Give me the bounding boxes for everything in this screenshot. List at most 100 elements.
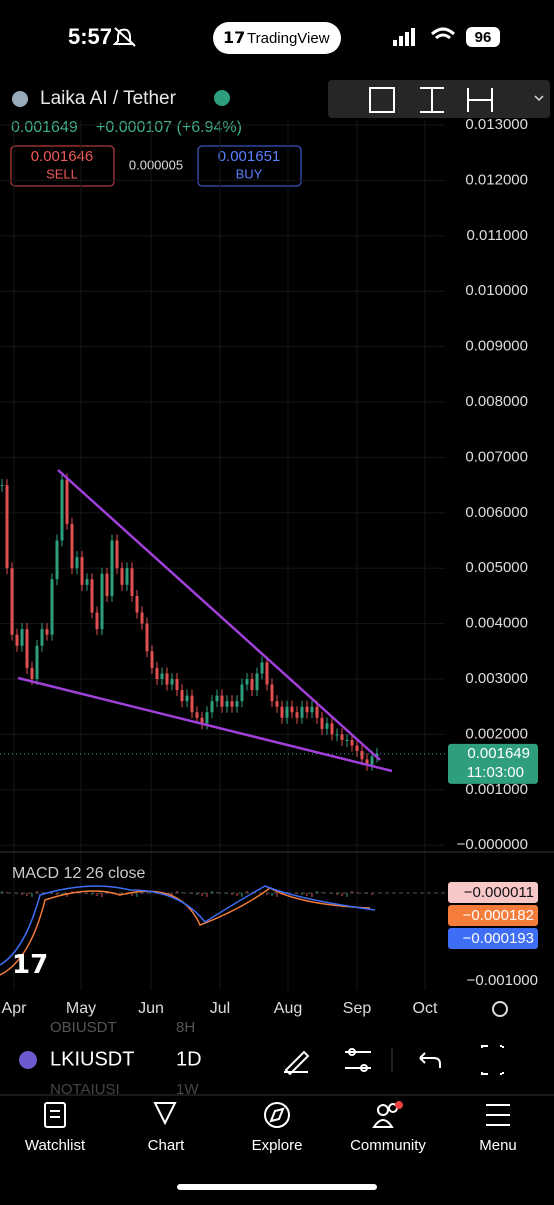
candle: [10, 568, 14, 635]
candle: [250, 679, 254, 691]
candle: [0, 485, 4, 487]
price-axis-label: 0.002000: [465, 725, 528, 742]
candle: [5, 485, 9, 569]
price-axis-label: 0.006000: [465, 504, 528, 521]
candle: [130, 568, 134, 596]
candle: [360, 751, 364, 760]
month-label: Sep: [343, 1000, 372, 1017]
signal-badge: [448, 928, 538, 949]
candle: [255, 673, 259, 691]
candle: [95, 612, 99, 630]
dropdown-arrow[interactable]: [534, 95, 544, 102]
candle: [295, 712, 299, 718]
candle: [120, 568, 124, 585]
candle: [170, 679, 174, 685]
battery-level: 96: [475, 29, 492, 46]
macd-axis-label: −0.001000: [467, 972, 538, 989]
macd-hist-badge: [448, 882, 538, 903]
candle: [260, 662, 264, 674]
symbol-icon: [19, 1051, 37, 1069]
candle: [70, 523, 74, 569]
candle: [245, 679, 249, 685]
prev-interval: 8H: [176, 1019, 195, 1036]
signal-value: −0.000193: [463, 930, 534, 947]
prev-symbol: OBIUSDT: [50, 1019, 117, 1036]
drawing-toolbar: [328, 80, 550, 118]
candle: [370, 756, 374, 765]
candle: [20, 629, 24, 646]
candle: [310, 706, 314, 713]
tab-label[interactable]: Explore: [252, 1137, 303, 1154]
candle: [160, 673, 164, 679]
trend-line-lower: [17, 676, 393, 773]
candle: [265, 662, 269, 685]
price-change: +0.000107 (+6.94%): [96, 119, 242, 136]
candle: [355, 745, 359, 752]
tab-label[interactable]: Chart: [148, 1137, 186, 1154]
sell-price: 0.001646: [31, 148, 94, 165]
tab-label[interactable]: Watchlist: [25, 1137, 86, 1154]
notification-dot: [395, 1101, 403, 1109]
price-axis-label: 0.010000: [465, 282, 528, 299]
candle: [15, 634, 19, 646]
candle: [325, 723, 329, 729]
candle: [60, 479, 64, 541]
candle: [140, 612, 144, 624]
candle: [375, 753, 379, 757]
candle: [135, 595, 139, 613]
drawing-tools[interactable]: [369, 87, 493, 113]
candle: [30, 667, 34, 679]
candle: [205, 712, 209, 724]
price-axis-label: 0.001000: [465, 781, 528, 798]
tab-label[interactable]: Community: [350, 1137, 426, 1154]
candle: [280, 706, 284, 718]
price-axis-label: 0.004000: [465, 615, 528, 632]
buy-label: BUY: [236, 166, 263, 181]
candle: [75, 557, 79, 569]
candle: [40, 629, 44, 646]
candle: [285, 706, 289, 718]
month-label: Apr: [2, 1000, 28, 1017]
symbol-title: Laika AI / Tether: [40, 88, 177, 109]
candle: [45, 629, 49, 635]
candle: [275, 701, 279, 707]
candle: [210, 701, 214, 713]
macd-signal-line: [0, 887, 371, 976]
tv-watermark: 𝟭𝟳: [12, 949, 48, 979]
candle: [340, 734, 344, 740]
current-price-label: 0.001649: [467, 745, 530, 762]
settings-icon[interactable]: [492, 1001, 508, 1017]
app-name: TradingView: [247, 30, 330, 47]
month-label: Jun: [138, 1000, 164, 1017]
candle: [290, 706, 294, 713]
candle: [195, 712, 199, 718]
candle: [320, 717, 324, 729]
candle: [350, 739, 354, 746]
buy-price: 0.001651: [218, 148, 281, 165]
interval[interactable]: 1D: [176, 1048, 202, 1070]
candle: [305, 706, 309, 713]
symbol[interactable]: LKIUSDT: [50, 1048, 134, 1070]
candle: [55, 540, 59, 580]
signal-icon: [393, 28, 415, 46]
candle: [125, 568, 129, 585]
candle: [190, 695, 194, 713]
candle: [110, 540, 114, 596]
candle: [100, 573, 104, 630]
coin-icon: [12, 91, 28, 107]
tab-label[interactable]: Menu: [479, 1137, 517, 1154]
month-label: Jul: [210, 1000, 230, 1017]
last-price: 0.001649: [11, 119, 78, 136]
buy-button[interactable]: [197, 145, 302, 187]
sell-label: SELL: [46, 166, 78, 181]
current-price-badge: [448, 743, 538, 784]
candle: [345, 739, 349, 741]
toolbar-icons[interactable]: [284, 1045, 504, 1076]
month-label: Oct: [413, 1000, 438, 1017]
sell-button[interactable]: [10, 145, 115, 187]
next-interval: 1W: [176, 1081, 199, 1098]
month-label: Aug: [274, 1000, 302, 1017]
candle: [90, 579, 94, 613]
candle: [65, 479, 69, 524]
